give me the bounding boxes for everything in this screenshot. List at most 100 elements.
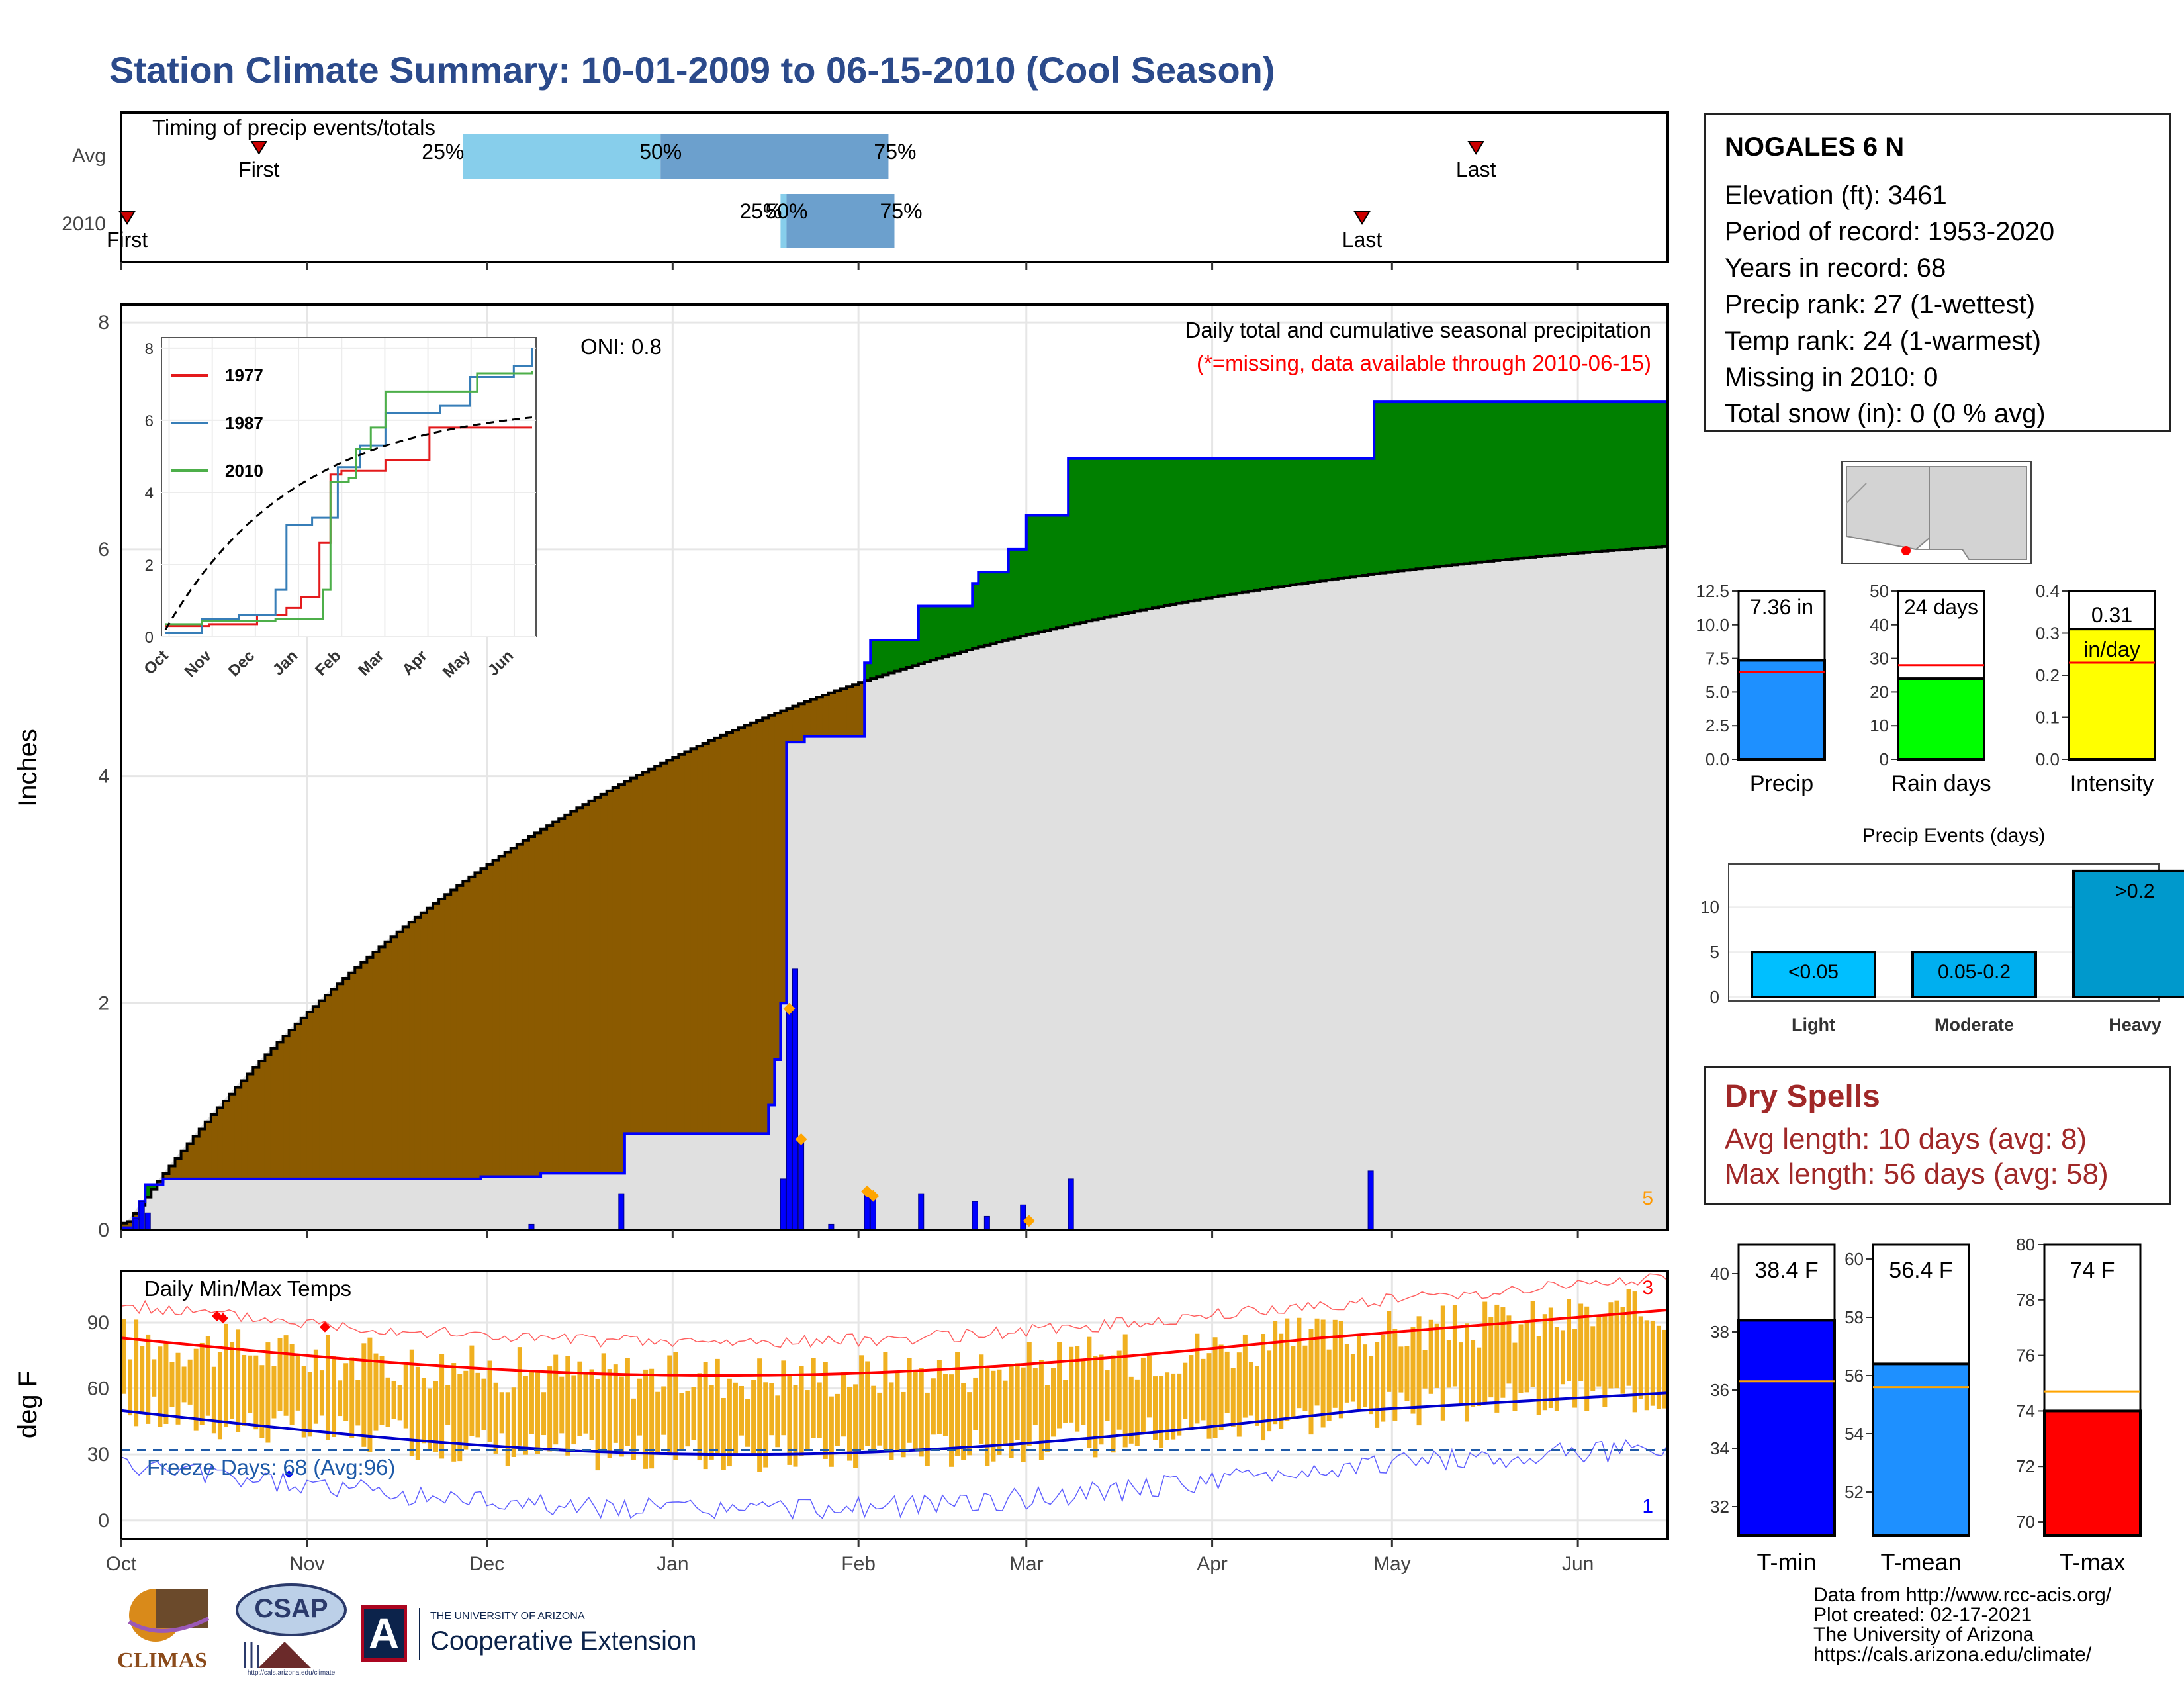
daily-temp-range-bar [1662, 1329, 1667, 1409]
daily-temp-range-bar [187, 1359, 193, 1405]
daily-temp-range-bar [361, 1343, 367, 1447]
daily-temp-range-bar [1165, 1372, 1170, 1440]
page-title: Station Climate Summary: 10-01-2009 to 0… [109, 49, 1275, 91]
daily-temp-range-bar [1279, 1333, 1284, 1429]
daily-temp-range-bar [1218, 1344, 1224, 1431]
summary-ytick-label: 0.1 [2036, 708, 2060, 727]
daily-temp-range-bar [1099, 1354, 1104, 1445]
daily-temp-range-bar [649, 1368, 655, 1469]
temp-summary-value-label: 38.4 F [1754, 1258, 1818, 1283]
daily-temp-range-bar [205, 1336, 210, 1416]
inset-ytick-label: 8 [145, 340, 154, 358]
daily-temp-range-bar [349, 1357, 355, 1438]
daily-temp-range-bar [763, 1382, 768, 1468]
station-years: Years in record: 68 [1725, 254, 1946, 283]
daily-precip-bar [780, 1178, 786, 1231]
summary-ytick-label: 0.3 [2036, 624, 2060, 643]
timing-event-marker [1467, 141, 1484, 155]
daily-temp-range-bar [697, 1373, 702, 1461]
inset-legend-label: 2010 [225, 461, 263, 481]
summary-ytick-label: 20 [1870, 682, 1889, 702]
daily-temp-range-bar [775, 1395, 780, 1448]
temp-summary-ytick-label: 38 [1710, 1322, 1729, 1342]
daily-temp-range-bar [942, 1374, 948, 1436]
month-label: Jun [1562, 1553, 1594, 1575]
daily-temp-range-bar [1230, 1368, 1236, 1427]
daily-temp-range-bar [799, 1366, 804, 1456]
summary-bar-label: Precip [1750, 771, 1813, 796]
precip-panel-title: Daily total and cumulative seasonal prec… [1185, 318, 1651, 342]
daily-temp-range-bar [637, 1378, 642, 1436]
daily-temp-range-bar [757, 1358, 762, 1472]
missing-data-marker [783, 1002, 796, 1015]
daily-temp-range-bar [1122, 1334, 1128, 1448]
daily-temp-range-bar [1302, 1345, 1308, 1411]
daily-temp-range-bar [529, 1371, 534, 1434]
daily-temp-range-bar [907, 1358, 912, 1443]
daily-temp-range-bar [1314, 1318, 1320, 1406]
climas-logo: CLIMAS [109, 1582, 215, 1675]
daily-temp-range-bar [865, 1361, 870, 1446]
events-bar-label: >0.2 [2115, 880, 2154, 902]
daily-temp-range-bar [373, 1353, 379, 1431]
daily-temp-range-bar [1195, 1333, 1200, 1424]
temp-summary-ytick-label: 36 [1710, 1380, 1729, 1400]
month-label: Apr [1197, 1553, 1228, 1575]
daily-temp-range-bar [1530, 1301, 1535, 1387]
daily-temp-range-bar [1009, 1364, 1014, 1458]
inset-ytick-label: 6 [145, 412, 154, 430]
daily-temp-range-bar [1177, 1373, 1182, 1436]
events-category-label: Moderate [1934, 1015, 2014, 1035]
daily-temp-range-bar [499, 1392, 504, 1434]
events-ytick-label: 5 [1710, 942, 1719, 962]
footer-line: Plot created: 02-17-2021 [1813, 1604, 2032, 1626]
daily-temp-range-bar [1051, 1368, 1056, 1437]
daily-temp-range-bar [242, 1354, 247, 1426]
month-label: Nov [289, 1553, 324, 1575]
station-elevation: Elevation (ft): 3461 [1725, 181, 1947, 210]
daily-temp-range-bar [487, 1360, 492, 1442]
daily-temp-range-bar [1656, 1325, 1661, 1409]
daily-temp-range-bar [745, 1399, 751, 1447]
daily-temp-range-bar [163, 1342, 169, 1424]
inset-ytick-label: 4 [145, 485, 154, 502]
daily-temp-range-bar [1308, 1329, 1314, 1435]
daily-temp-range-bar [1044, 1385, 1050, 1452]
missing-data-marker [867, 1190, 880, 1202]
daily-temp-range-bar [193, 1348, 199, 1431]
daily-temp-range-bar [181, 1366, 187, 1403]
csap-url: http://cals.arizona.edu/climate [247, 1669, 336, 1677]
daily-temp-range-bar [709, 1385, 714, 1460]
daily-temp-range-bar [619, 1376, 624, 1457]
daily-temp-range-bar [565, 1356, 570, 1456]
temp-summary-ytick-label: 52 [1844, 1482, 1864, 1502]
daily-temp-range-bar [1506, 1315, 1512, 1384]
summary-bar-label: Rain days [1891, 771, 1991, 796]
daily-temp-range-bar [1063, 1380, 1068, 1423]
temp-summary-bar [1737, 1319, 1836, 1538]
daily-temp-range-bar [1105, 1370, 1110, 1421]
events-title: Precip Events (days) [1862, 825, 2046, 847]
events-bar [2072, 869, 2184, 998]
daily-temp-range-bar [1267, 1350, 1272, 1432]
summary-value-unit: in/day [2083, 637, 2140, 661]
daily-temp-range-bar [883, 1352, 888, 1450]
inset-legend-label: 1987 [225, 413, 263, 433]
daily-temp-range-bar [913, 1372, 918, 1452]
daily-temp-range-bar [469, 1345, 475, 1436]
daily-temp-range-bar [1632, 1291, 1637, 1413]
station-temp-rank: Temp rank: 24 (1-warmest) [1725, 326, 2041, 355]
temp-top-count: 3 [1642, 1277, 1653, 1299]
daily-temp-range-bar [1650, 1320, 1655, 1406]
dry-spells-max: Max length: 56 days (avg: 58) [1725, 1158, 2109, 1190]
daily-temp-range-bar [1590, 1326, 1596, 1391]
month-label: Mar [1009, 1553, 1044, 1575]
daily-temp-range-bar [1236, 1352, 1242, 1437]
missing-data-marker [1023, 1215, 1035, 1227]
daily-temp-range-bar [1261, 1334, 1266, 1441]
daily-temp-range-bar [1416, 1316, 1422, 1426]
daily-temp-range-bar [175, 1352, 181, 1425]
oni-label: ONI: 0.8 [580, 334, 662, 359]
daily-temp-range-bar [1134, 1379, 1140, 1446]
